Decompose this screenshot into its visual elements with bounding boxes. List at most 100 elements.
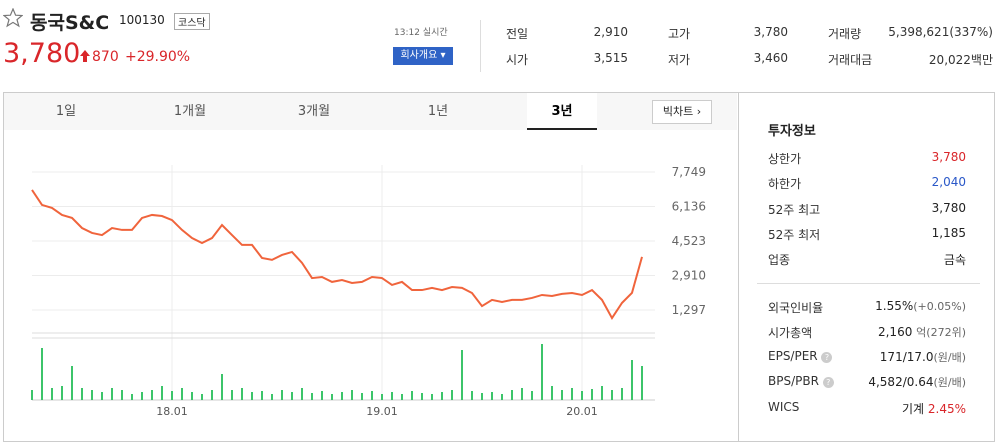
info-label: 상한가: [768, 152, 802, 166]
info-label: 52주 최저: [768, 228, 821, 242]
volume-bar: [221, 374, 223, 400]
volume-bar: [111, 388, 113, 400]
tab[interactable]: 1일: [55, 104, 77, 119]
invest-title: 투자정보: [768, 124, 816, 139]
info-main: 4,582/0.64: [868, 375, 934, 389]
info-label: 하한가: [768, 177, 802, 191]
tab-bar: [4, 93, 737, 130]
info-label: 외국인비율: [768, 301, 824, 315]
quote-label: 거래량: [828, 27, 862, 41]
volume-bar: [241, 388, 243, 400]
info-main: 2,160: [877, 325, 913, 339]
volume-bar: [351, 390, 353, 400]
company-button[interactable]: 회사개요 ▾: [393, 47, 453, 65]
quote-value: 3,515: [593, 51, 628, 65]
volume-bar: [321, 391, 323, 400]
volume-bar: [301, 388, 303, 400]
info-label: 시가총액: [768, 326, 813, 340]
volume-bar: [121, 390, 123, 400]
info-value: 3,780: [931, 150, 966, 164]
volume-bar: [81, 388, 83, 400]
divider: [757, 283, 980, 284]
invest-panel: [738, 92, 995, 442]
tab[interactable]: 1년: [427, 104, 449, 119]
volume-bar: [551, 386, 553, 400]
info-label-text: EPS/PER: [768, 349, 818, 363]
volume-bar: [71, 366, 73, 400]
x-tick-label: 18.01: [156, 405, 188, 418]
y-tick-label: 1,297: [672, 303, 706, 317]
volume-bar: [641, 366, 643, 400]
y-tick-label: 4,523: [672, 234, 706, 248]
quote-label: 시가: [506, 53, 529, 67]
divider: [480, 20, 481, 72]
info-value: 금속: [943, 253, 966, 267]
volume-bar: [371, 391, 373, 400]
volume-bar: [311, 393, 313, 400]
change-rate: +29.90%: [125, 49, 191, 65]
info-main: 기계: [901, 402, 925, 416]
volume-bar: [51, 388, 53, 400]
help-icon[interactable]: ?: [821, 352, 833, 363]
info-note: 2.45%: [927, 402, 966, 416]
volume-bar: [541, 344, 543, 400]
info-note: (원/배): [933, 376, 966, 389]
volume-bar: [591, 389, 593, 400]
volume-bar: [521, 388, 523, 400]
volume-bar: [161, 386, 163, 400]
y-tick-label: 6,136: [672, 199, 706, 213]
big-chart-label: 빅차트: [662, 105, 694, 118]
info-value: 기계 2.45%: [766, 400, 966, 417]
quote-label: 저가: [668, 53, 691, 67]
info-label-text: BPS/PBR: [768, 374, 819, 388]
volume-bar: [341, 392, 343, 400]
volume-bar: [61, 386, 63, 400]
y-tick-label: 2,910: [672, 268, 706, 282]
tab[interactable]: 3개월: [297, 104, 331, 119]
volume-bar: [91, 390, 93, 400]
quote-value: 3,460: [753, 51, 788, 65]
volume-bar: [271, 394, 273, 400]
quote-value: 2,910: [593, 25, 628, 39]
volume-bar: [431, 394, 433, 400]
tab[interactable]: 1개월: [173, 104, 207, 119]
favorite-star[interactable]: [3, 8, 23, 28]
volume-bar: [251, 392, 253, 400]
volume-bar: [41, 348, 43, 400]
info-note: (원/배): [933, 351, 966, 364]
volume-bar: [201, 394, 203, 400]
volume-bar: [231, 390, 233, 400]
quote-value: 3,780: [753, 25, 788, 39]
volume-bar: [361, 393, 363, 400]
info-label: WICS: [768, 400, 800, 414]
volume-bar: [131, 394, 133, 400]
volume-bar: [571, 388, 573, 400]
info-value: 2,160 억(272위): [766, 324, 966, 340]
volume-bar: [391, 392, 393, 400]
info-value: 2,040: [931, 175, 966, 189]
quote-label: 고가: [668, 27, 691, 41]
help-icon[interactable]: ?: [822, 377, 834, 388]
info-value: 4,582/0.64(원/배): [766, 374, 966, 390]
change: 870: [92, 49, 119, 65]
company-button-label: 회사개요: [400, 50, 438, 61]
quote-label: 전일: [506, 27, 529, 41]
volume-bar: [511, 390, 513, 400]
info-value: 1.55%(+0.05%): [766, 299, 966, 313]
volume-bar: [31, 390, 33, 400]
volume-bar: [281, 390, 283, 400]
big-chart-button[interactable]: 빅차트 ›: [652, 100, 712, 124]
tab-active[interactable]: 3년: [527, 93, 597, 130]
stock-code: 100130: [119, 13, 165, 27]
volume-bar: [191, 392, 193, 400]
quote-value: 20,022백만: [928, 53, 993, 67]
volume-bar: [461, 350, 463, 400]
info-label: EPS/PER ?: [768, 349, 833, 363]
volume-bar: [401, 394, 403, 400]
volume-bar: [561, 390, 563, 400]
volume-bar: [381, 394, 383, 400]
volume-bar: [141, 392, 143, 400]
volume-bar: [531, 391, 533, 400]
info-main: 1.55%: [875, 299, 914, 313]
